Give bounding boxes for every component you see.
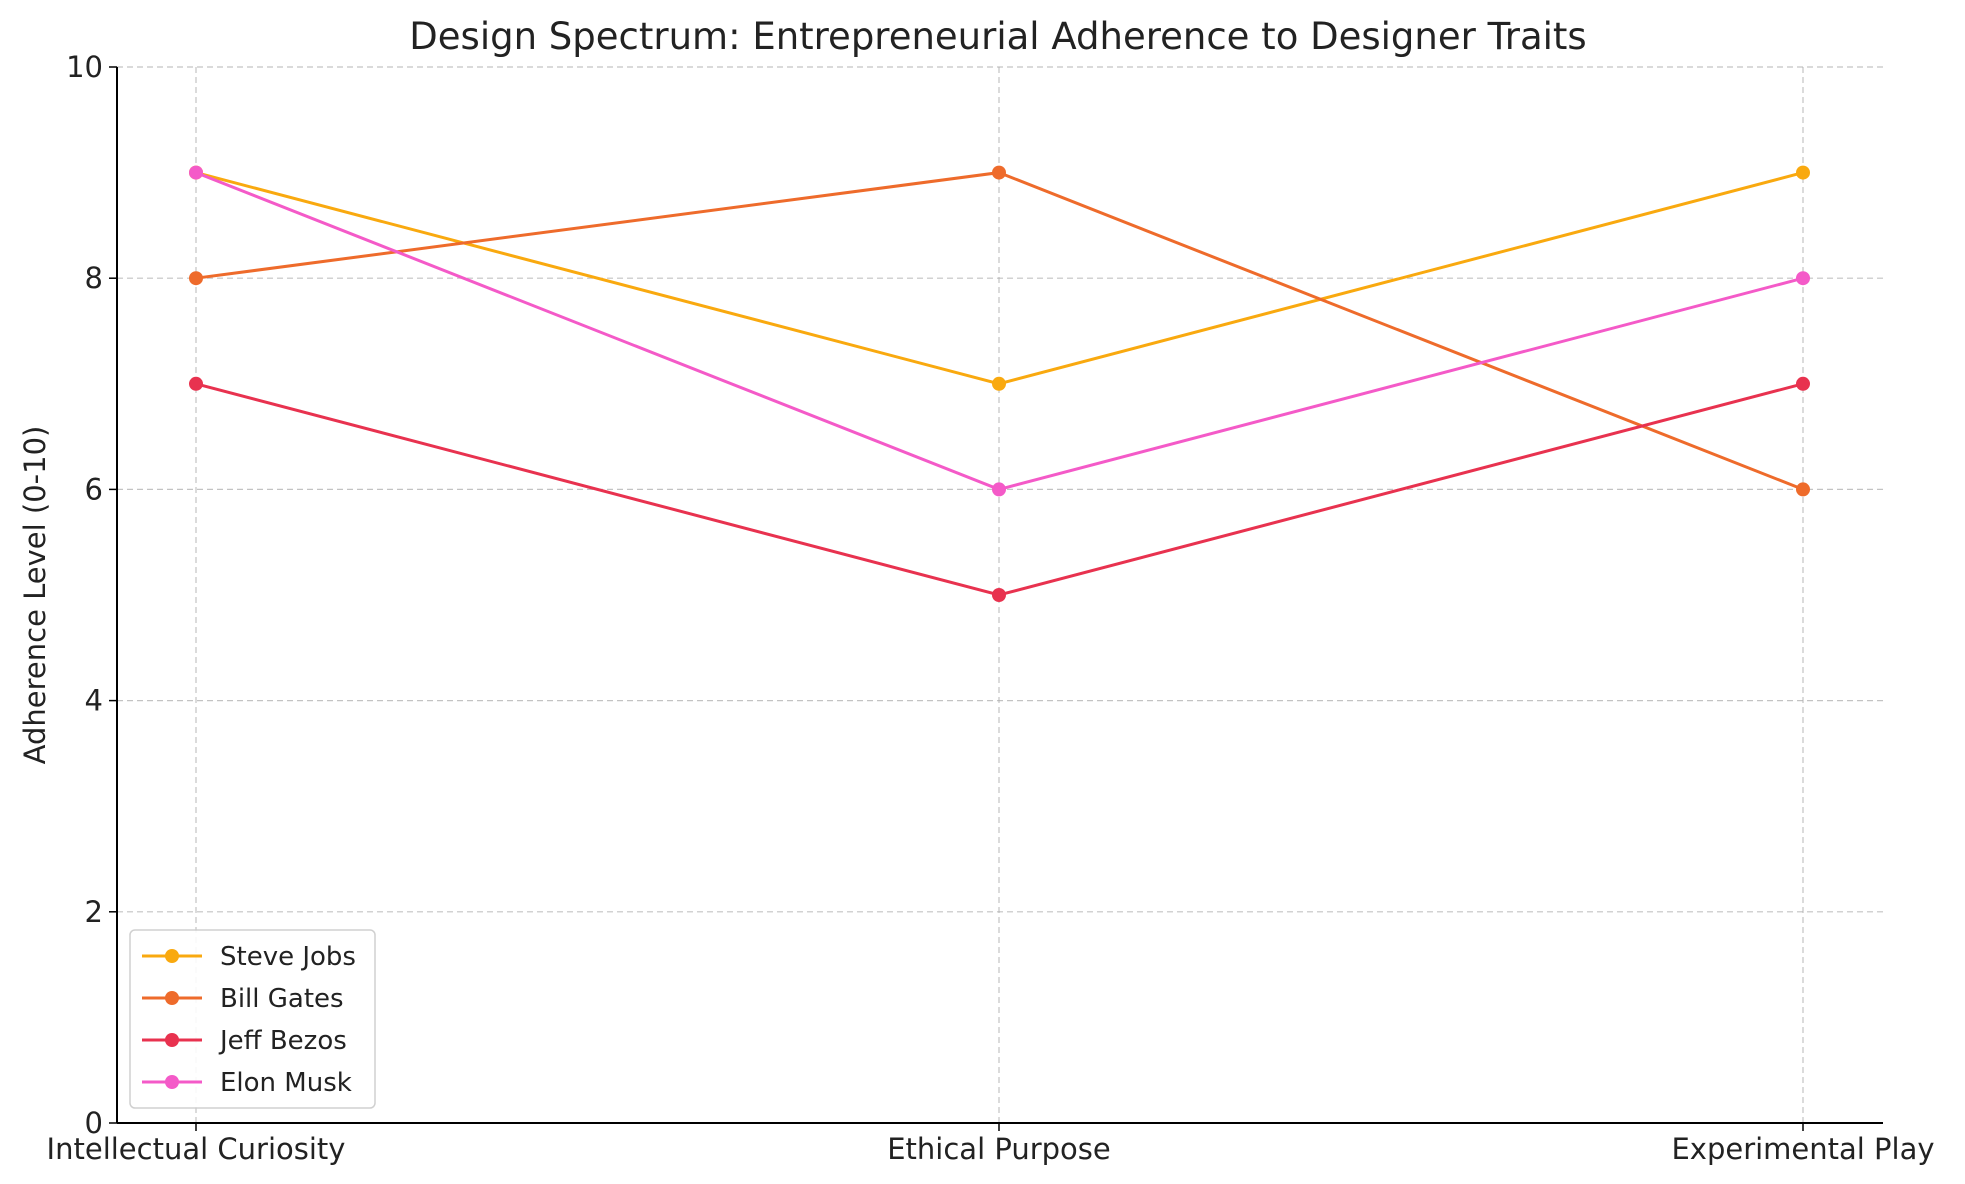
data-point-bill-gates [992,165,1006,180]
series-group [189,165,1810,602]
data-point-bill-gates [1796,482,1810,497]
legend-box [129,929,376,1109]
x-tick-label: Intellectual Curiosity [47,1132,346,1166]
legend-swatch-marker-steve-jobs [165,949,179,963]
y-tick-label: 10 [66,50,103,84]
y-tick-label: 8 [85,261,103,295]
legend-label: Steve Jobs [220,942,356,972]
y-tick-label: 0 [85,1106,103,1140]
data-point-jeff-bezos [992,588,1006,602]
chart-title: Design Spectrum: Entrepreneurial Adheren… [409,15,1586,58]
legend-swatch-marker-bill-gates [165,991,179,1005]
legend-label: Bill Gates [220,984,344,1014]
x-tick-label: Experimental Play [1671,1132,1934,1166]
data-point-elon-musk [992,482,1006,497]
x-tick-label: Ethical Purpose [887,1132,1111,1166]
data-point-steve-jobs [1796,165,1810,180]
legend: Steve Jobs Bill Gates Jeff Bezos Elon Musk [129,929,376,1109]
axes: 0 2 4 6 8 10 Intellectual Curiosity Ethical Pur… [47,50,1935,1166]
y-tick-label: 2 [85,895,103,929]
data-point-elon-musk [1796,271,1810,286]
data-point-bill-gates [189,271,203,286]
series-bill-gates [189,165,1810,497]
y-tick-label: 4 [85,684,103,718]
data-point-steve-jobs [992,376,1006,391]
legend-swatch-marker-elon-musk [165,1075,179,1089]
legend-label: Jeff Bezos [218,1026,347,1056]
y-tick-label: 6 [85,472,103,506]
data-point-jeff-bezos [189,376,203,391]
data-point-elon-musk [189,165,203,180]
legend-label: Elon Musk [220,1068,352,1098]
data-point-jeff-bezos [1796,376,1810,391]
y-axis-label: Adherence Level (0-10) [18,426,52,765]
series-elon-musk [189,165,1810,497]
legend-swatch-marker-jeff-bezos [165,1033,179,1047]
series-jeff-bezos [189,376,1810,602]
